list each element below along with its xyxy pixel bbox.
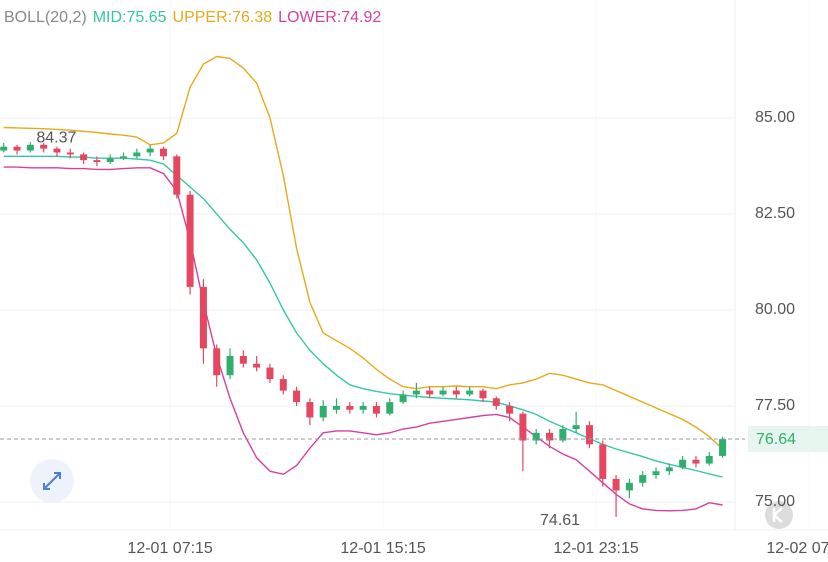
candle-body — [279, 379, 287, 391]
candle-body — [372, 405, 380, 414]
last-price-box — [748, 425, 828, 452]
candle-body — [66, 152, 74, 155]
candle-body — [386, 402, 394, 414]
candle-body — [665, 467, 673, 472]
watermark-circle — [765, 501, 793, 529]
y-tick-label: 80.00 — [755, 301, 795, 318]
band-line — [3, 55, 724, 450]
candle-body — [186, 194, 194, 287]
x-tick-label: 12-01 15:15 — [340, 540, 426, 557]
legend-entry: LOWER:74.92 — [278, 9, 381, 26]
x-tick-label: 12-01 23:15 — [553, 540, 639, 557]
candle-body — [612, 478, 620, 491]
candle-body — [492, 398, 500, 406]
candle-body — [532, 432, 540, 441]
candle-body — [652, 471, 660, 476]
candle-body — [53, 148, 61, 153]
watermark — [765, 501, 793, 529]
low-label: 74.61 — [540, 512, 580, 529]
candle-body — [439, 390, 447, 395]
indicator-title: BOLL(20,2) — [4, 9, 87, 26]
candle-body — [253, 363, 261, 368]
candle-body — [159, 148, 167, 157]
candle-body — [399, 394, 407, 403]
candle-body — [13, 146, 21, 151]
candle-body — [40, 144, 48, 149]
candle-body — [239, 356, 247, 364]
y-tick-label: 77.50 — [755, 397, 795, 414]
y-tick-label: 75.00 — [755, 493, 795, 510]
candle-body — [213, 348, 221, 376]
candle-body — [0, 146, 8, 151]
plot: 84.37 74.61 — [0, 55, 727, 529]
candle-body — [572, 425, 580, 429]
high-label: 84.37 — [36, 129, 76, 146]
candle-body — [173, 156, 181, 195]
indicator-header: BOLL(20,2) MID:75.65 UPPER:76.38 LOWER:74.… — [4, 9, 381, 26]
legend-entry: MID:75.65 — [93, 9, 167, 26]
candle-body — [412, 390, 420, 395]
candle-body — [679, 459, 687, 468]
expand-icon[interactable] — [43, 472, 61, 490]
candle-body — [506, 405, 514, 414]
candle-body — [639, 475, 647, 483]
candle-body — [226, 356, 234, 376]
candle-body — [546, 432, 554, 441]
y-tick-label: 85.00 — [755, 109, 795, 126]
candle-body — [705, 455, 713, 464]
x-tick-label: 12-01 07:15 — [127, 540, 213, 557]
candle-body — [426, 390, 434, 395]
candle-body — [599, 444, 607, 479]
candle-body — [93, 160, 101, 163]
candle-body — [146, 148, 154, 153]
legend-entry: UPPER:76.38 — [173, 9, 273, 26]
candle-body — [719, 438, 727, 456]
candle-body — [133, 152, 141, 157]
watermark-k — [772, 507, 783, 523]
candle-body — [120, 156, 128, 159]
candle-body — [293, 390, 301, 403]
candle-body — [106, 158, 114, 163]
candle-body — [692, 459, 700, 464]
candle-body — [466, 390, 474, 395]
candle-body — [452, 390, 460, 395]
x-tick-label: 12-02 07:15 — [766, 540, 828, 557]
expand-button[interactable] — [30, 459, 74, 503]
candle-body — [585, 425, 593, 445]
candle-body — [479, 390, 487, 399]
candle-body — [346, 405, 354, 410]
candle-body — [333, 405, 341, 410]
candle-body — [625, 482, 633, 491]
candle-body — [199, 286, 207, 349]
y-tick-label: 82.50 — [755, 205, 795, 222]
candle-body — [306, 402, 314, 418]
candle-body — [559, 428, 567, 441]
candle-body — [266, 367, 274, 380]
candle-body — [319, 405, 327, 418]
candle-body — [519, 413, 527, 441]
candle-body — [26, 144, 34, 151]
candle-body — [359, 405, 367, 410]
candle-body — [80, 154, 88, 161]
last-price-label: 76.64 — [756, 431, 796, 448]
